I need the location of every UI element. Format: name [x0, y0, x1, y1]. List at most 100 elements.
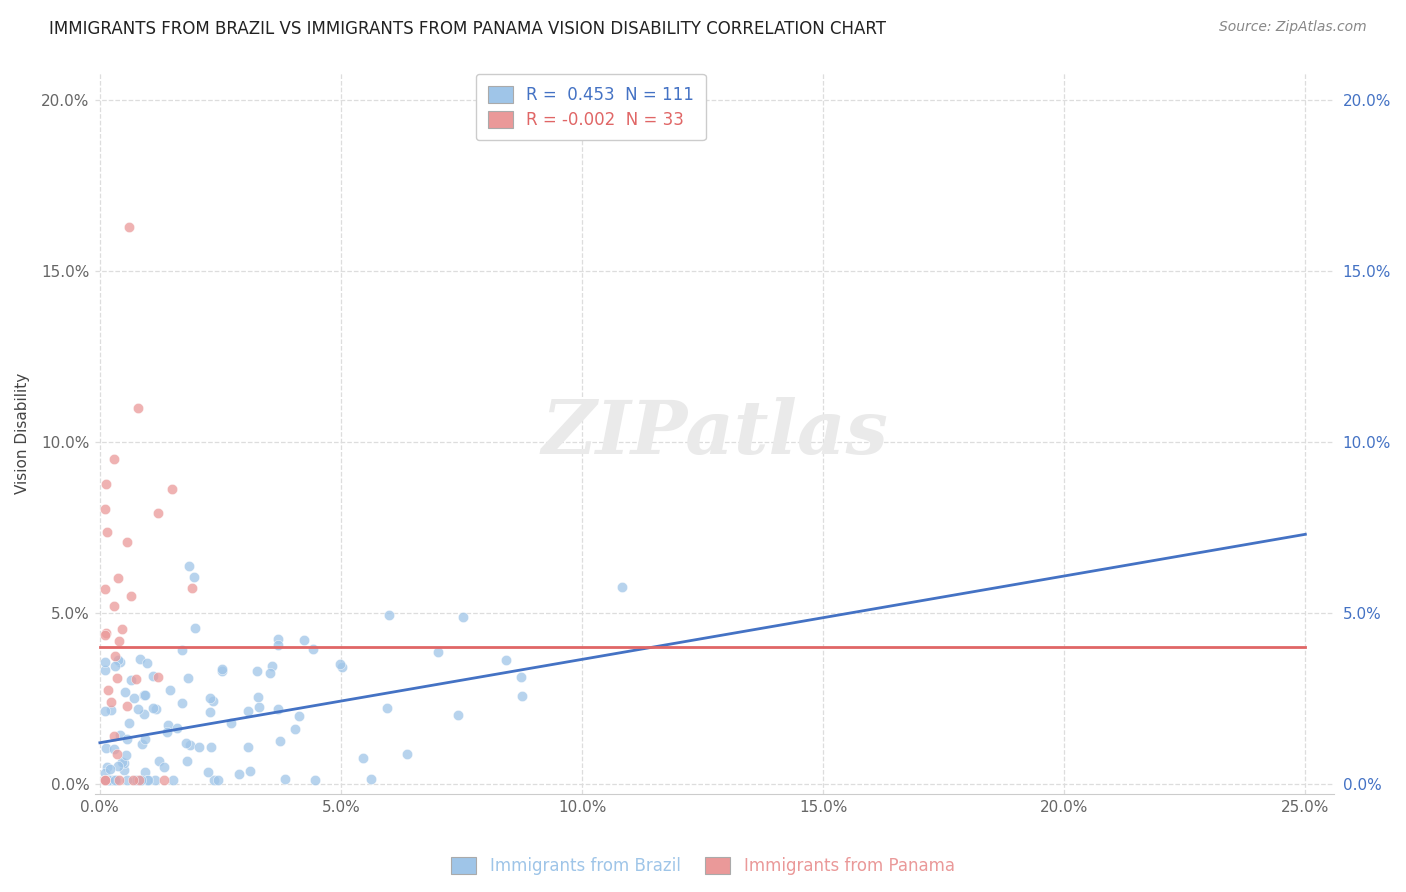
Point	[94, 765, 117, 780]
Point	[104, 658, 127, 673]
Point	[162, 773, 184, 788]
Point	[93, 773, 115, 788]
Point	[142, 669, 165, 683]
Point	[134, 732, 156, 747]
Point	[127, 401, 149, 415]
Point	[146, 506, 169, 520]
Point	[170, 696, 193, 710]
Point	[111, 755, 134, 769]
Point	[211, 662, 233, 676]
Point	[176, 755, 198, 769]
Point	[111, 622, 134, 636]
Point	[103, 599, 125, 614]
Point	[115, 747, 138, 762]
Point	[131, 773, 153, 788]
Point	[115, 773, 138, 788]
Point	[288, 709, 311, 723]
Point	[117, 698, 139, 713]
Point	[127, 702, 149, 716]
Legend: Immigrants from Brazil, Immigrants from Panama: Immigrants from Brazil, Immigrants from …	[443, 849, 963, 884]
Point	[274, 772, 297, 786]
Point	[375, 701, 398, 715]
Point	[100, 695, 122, 709]
Point	[93, 582, 115, 596]
Point	[125, 773, 148, 788]
Point	[105, 747, 128, 761]
Point	[156, 725, 179, 739]
Point	[97, 773, 120, 788]
Point	[124, 691, 146, 706]
Point	[352, 751, 374, 765]
Point	[198, 705, 221, 719]
Point	[100, 702, 122, 716]
Point	[200, 739, 222, 754]
Point	[509, 670, 531, 684]
Legend: R =  0.453  N = 111, R = -0.002  N = 33: R = 0.453 N = 111, R = -0.002 N = 33	[477, 74, 706, 140]
Point	[132, 688, 155, 702]
Point	[236, 704, 259, 718]
Point	[96, 525, 118, 540]
Point	[269, 734, 291, 748]
Point	[146, 670, 169, 684]
Point	[125, 673, 148, 687]
Point	[107, 773, 129, 788]
Point	[122, 773, 145, 788]
Point	[128, 652, 150, 666]
Point	[197, 764, 219, 779]
Point	[177, 671, 200, 685]
Point	[97, 683, 120, 698]
Point	[180, 581, 202, 595]
Point	[96, 760, 118, 774]
Point	[159, 683, 181, 698]
Point	[360, 772, 382, 786]
Point	[184, 621, 207, 635]
Text: ZIPatlas: ZIPatlas	[541, 397, 889, 470]
Point	[145, 702, 167, 716]
Point	[262, 659, 284, 673]
Point	[97, 773, 120, 788]
Point	[292, 633, 315, 648]
Point	[98, 773, 121, 788]
Point	[134, 688, 156, 702]
Point	[104, 773, 127, 788]
Point	[152, 759, 174, 773]
Point	[157, 718, 180, 732]
Point	[246, 664, 269, 678]
Point	[267, 701, 290, 715]
Point	[172, 643, 194, 657]
Point	[219, 715, 242, 730]
Point	[110, 728, 132, 742]
Point	[238, 739, 260, 754]
Point	[330, 660, 353, 674]
Point	[129, 773, 152, 788]
Point	[94, 477, 117, 491]
Point	[105, 671, 128, 685]
Point	[93, 773, 115, 788]
Point	[93, 628, 115, 642]
Point	[495, 652, 517, 666]
Point	[131, 737, 153, 751]
Point	[211, 664, 233, 678]
Point	[612, 581, 634, 595]
Point	[447, 707, 470, 722]
Point	[153, 773, 176, 788]
Point	[107, 759, 129, 773]
Point	[246, 690, 269, 704]
Point	[115, 535, 138, 549]
Point	[93, 773, 115, 788]
Point	[427, 645, 450, 659]
Point	[108, 634, 131, 648]
Point	[301, 642, 323, 657]
Point	[304, 773, 326, 788]
Point	[148, 755, 170, 769]
Point	[93, 773, 115, 788]
Point	[451, 609, 474, 624]
Point	[110, 655, 132, 669]
Point	[114, 684, 136, 698]
Point	[94, 741, 117, 756]
Point	[120, 589, 142, 603]
Point	[177, 559, 200, 574]
Point	[93, 664, 115, 678]
Point	[101, 773, 124, 788]
Point	[202, 773, 225, 788]
